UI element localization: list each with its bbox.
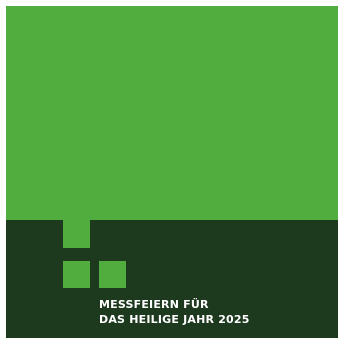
- cover-bottom-panel: MESSFEIERN FÜR DAS HEILIGE JAHR 2025: [6, 220, 338, 338]
- cover-top-panel: [6, 6, 338, 220]
- cover-title-line-2: DAS HEILIGE JAHR 2025: [99, 313, 250, 326]
- square-block-icon: [99, 261, 126, 288]
- square-block-icon: [63, 220, 90, 248]
- book-cover: MESSFEIERN FÜR DAS HEILIGE JAHR 2025: [6, 6, 338, 338]
- cover-title: MESSFEIERN FÜR DAS HEILIGE JAHR 2025: [99, 297, 329, 327]
- square-block-icon: [63, 261, 90, 288]
- cover-title-line-1: MESSFEIERN FÜR: [99, 298, 209, 311]
